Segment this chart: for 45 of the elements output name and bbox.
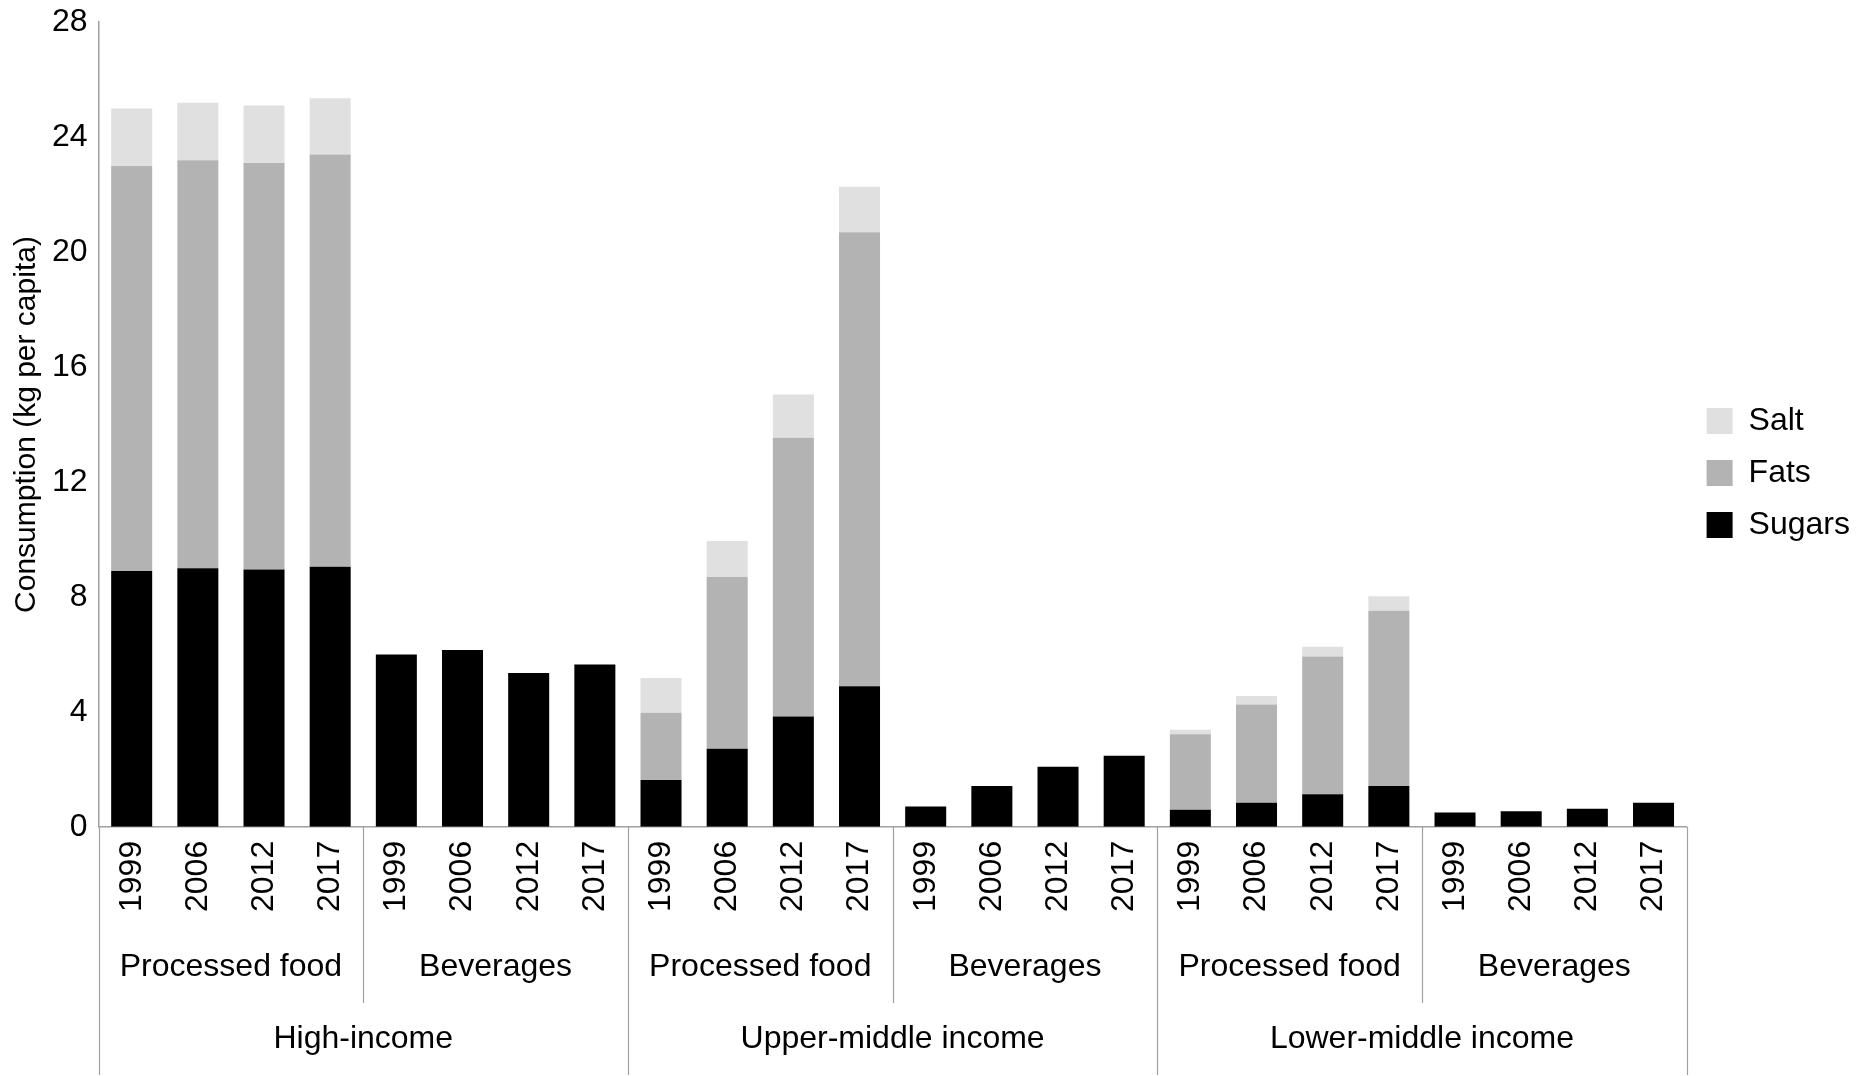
x-tick-label: 1999 — [111, 840, 148, 912]
text: Beverages — [1477, 946, 1631, 983]
y-tick-label: 4 — [69, 691, 88, 728]
text: High-income — [273, 1018, 454, 1055]
y-tick-label: 24 — [52, 116, 88, 153]
text: Upper-middle income — [740, 1018, 1045, 1055]
text: Processed food — [649, 946, 872, 983]
x-tick-label: 2012 — [1567, 840, 1604, 912]
x-tick-label: 1999 — [1170, 840, 1207, 912]
text: Beverages — [948, 946, 1102, 983]
x-tick-label: 2012 — [1302, 840, 1339, 912]
text: Lower-middle income — [1269, 1018, 1574, 1055]
y-tick-label: 20 — [52, 231, 88, 268]
x-tick-label: 2017 — [1633, 840, 1670, 912]
legend-label: Fats — [1748, 452, 1811, 489]
x-tick-label: 1999 — [376, 840, 413, 912]
text: Processed food — [119, 946, 343, 983]
x-tick-label: 1999 — [1434, 840, 1471, 912]
text: Beverages — [419, 946, 573, 983]
legend-label: Sugars — [1748, 504, 1850, 541]
x-tick-label: 2006 — [1501, 840, 1538, 912]
y-tick-label: 0 — [69, 806, 88, 843]
x-tick-label: 1999 — [905, 840, 942, 912]
y-tick-label: 16 — [52, 346, 88, 383]
y-axis-title: Consumption (kg per capita) — [8, 236, 42, 613]
x-tick-label: 2017 — [1368, 840, 1405, 912]
x-tick-label: 1999 — [640, 840, 677, 912]
x-tick-label: 2017 — [310, 840, 347, 912]
y-tick-label: 8 — [69, 576, 88, 613]
y-tick-label: 12 — [52, 461, 88, 498]
x-tick-label: 2017 — [574, 840, 611, 912]
y-tick-label: 28 — [52, 2, 88, 39]
x-tick-label: 2012 — [508, 840, 545, 912]
x-tick-label: 2017 — [1104, 840, 1141, 912]
legend-label: Salt — [1748, 400, 1804, 437]
x-tick-label: 2012 — [773, 840, 810, 912]
x-tick-label: 2006 — [442, 840, 479, 912]
x-tick-label: 2012 — [1037, 840, 1074, 912]
x-tick-label: 2006 — [707, 840, 744, 912]
text: Processed food — [1178, 946, 1401, 983]
x-tick-label: 2012 — [243, 840, 280, 912]
x-tick-label: 2017 — [839, 840, 876, 912]
x-tick-label: 2006 — [971, 840, 1008, 912]
x-tick-label: 2006 — [177, 840, 214, 912]
x-tick-label: 2006 — [1236, 840, 1273, 912]
